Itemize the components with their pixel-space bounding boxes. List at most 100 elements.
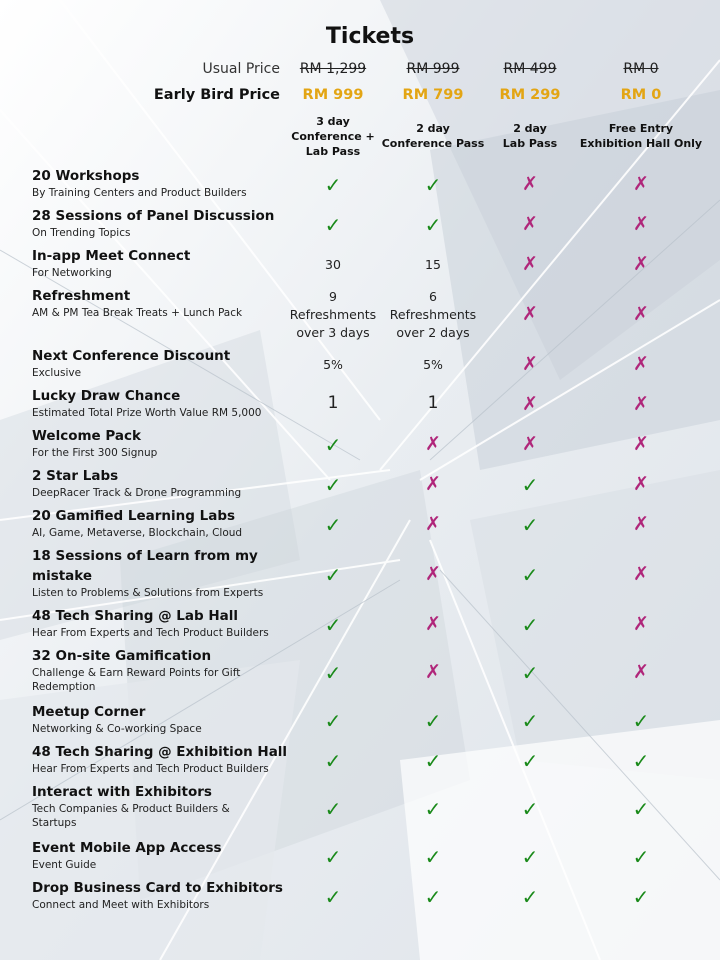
- feature-row-label: Event Mobile App Access Event Guide: [32, 838, 292, 872]
- check-icon: ✓: [324, 885, 342, 909]
- feature-title: 28 Sessions of Panel Discussion: [32, 208, 275, 224]
- early-bird-price-4: RM 0: [620, 87, 662, 103]
- ticket-tier-name-1: 3 day Conference + Lab Pass: [263, 114, 403, 159]
- check-icon: ✓: [424, 749, 442, 773]
- check-icon: ✓: [632, 885, 650, 909]
- check-icon: ✓: [521, 885, 539, 909]
- check-icon: ✓: [324, 661, 342, 685]
- feature-row-label: 48 Tech Sharing @ Lab Hall Hear From Expe…: [32, 606, 292, 640]
- feature-value: 5%: [273, 356, 393, 374]
- check-icon: ✓: [521, 563, 539, 587]
- feature-value-line: 5%: [423, 357, 443, 372]
- feature-value: 15: [373, 256, 493, 274]
- cross-icon: ✗: [425, 661, 441, 683]
- check-icon: ✓: [424, 709, 442, 733]
- feature-subtitle: Exclusive: [32, 367, 82, 379]
- check-icon: ✓: [324, 797, 342, 821]
- cross-icon: ✗: [633, 173, 649, 195]
- cross-icon: ✗: [633, 303, 649, 325]
- check-icon: ✓: [424, 173, 442, 197]
- feature-value-line: 15: [425, 257, 441, 272]
- feature-title: 48 Tech Sharing @ Lab Hall: [32, 608, 239, 624]
- feature-title: Next Conference Discount: [32, 348, 231, 364]
- check-icon: ✓: [424, 213, 442, 237]
- feature-title: Meetup Corner: [32, 704, 146, 720]
- cross-icon: ✗: [425, 563, 441, 585]
- tier-name-line: Conference Pass: [381, 137, 485, 150]
- feature-value: 1: [373, 394, 493, 412]
- feature-value-line: Refreshments: [289, 307, 377, 322]
- feature-row-label: 2 Star Labs DeepRacer Track & Drone Progr…: [32, 466, 292, 500]
- cross-icon: ✗: [633, 473, 649, 495]
- tier-name-line: 2 day: [513, 122, 547, 135]
- early-bird-price-1: RM 999: [302, 87, 364, 103]
- cross-icon: ✗: [425, 613, 441, 635]
- cross-icon: ✗: [522, 433, 538, 455]
- feature-subtitle: Hear From Experts and Tech Product Build…: [32, 763, 269, 775]
- feature-title: 20 Gamified Learning Labs: [32, 508, 236, 524]
- cross-icon: ✗: [633, 393, 649, 415]
- check-icon: ✓: [521, 613, 539, 637]
- check-icon: ✓: [324, 749, 342, 773]
- tier-name-line: Free Entry: [608, 122, 674, 135]
- feature-value-line: over 2 days: [396, 325, 470, 340]
- feature-value: 9 Refreshments over 3 days: [273, 288, 393, 342]
- tier-name-line: 3 day: [316, 115, 350, 128]
- feature-title: Drop Business Card to Exhibitors: [32, 880, 283, 896]
- feature-value-line: 5%: [323, 357, 343, 372]
- feature-title: mistake: [32, 568, 93, 584]
- feature-row-label: 32 On-site Gamification Challenge & Earn …: [32, 646, 292, 694]
- feature-row-label: Refreshment AM & PM Tea Break Treats + Lu…: [32, 286, 292, 320]
- feature-title: 18 Sessions of Learn from my: [32, 548, 258, 564]
- feature-title: Welcome Pack: [32, 428, 142, 444]
- cross-icon: ✗: [633, 433, 649, 455]
- usual-price-1: RM 1,299: [299, 61, 367, 77]
- check-icon: ✓: [424, 797, 442, 821]
- feature-value-line: 1: [327, 393, 339, 413]
- feature-title: Interact with Exhibitors: [32, 784, 212, 800]
- feature-value-line: 30: [325, 257, 341, 272]
- feature-row-label: 20 Workshops By Training Centers and Prod…: [32, 166, 292, 200]
- feature-subtitle: Redemption: [32, 681, 96, 693]
- feature-subtitle: Connect and Meet with Exhibitors: [32, 899, 210, 911]
- feature-value-line: 1: [427, 393, 439, 413]
- feature-subtitle: Listen to Problems & Solutions from Expe…: [32, 587, 264, 599]
- feature-row-label: Lucky Draw Chance Estimated Total Prize W…: [32, 386, 292, 420]
- ticket-tier-name-4: Free Entry Exhibition Hall Only: [571, 121, 711, 151]
- check-icon: ✓: [324, 213, 342, 237]
- feature-subtitle: AI, Game, Metaverse, Blockchain, Cloud: [32, 527, 243, 539]
- feature-subtitle: For the First 300 Signup: [32, 447, 158, 459]
- feature-row-label: Interact with Exhibitors Tech Companies &…: [32, 782, 292, 830]
- feature-title: Lucky Draw Chance: [32, 388, 181, 404]
- feature-value: 5%: [373, 356, 493, 374]
- feature-subtitle: Tech Companies & Product Builders &: [32, 803, 230, 815]
- tier-name-line: Exhibition Hall Only: [579, 137, 703, 150]
- feature-row-label: 28 Sessions of Panel Discussion On Trendi…: [32, 206, 292, 240]
- feature-value: 30: [273, 256, 393, 274]
- feature-subtitle: AM & PM Tea Break Treats + Lunch Pack: [32, 307, 243, 319]
- feature-title: Event Mobile App Access: [32, 840, 222, 856]
- ticket-tier-name-2: 2 day Conference Pass: [363, 121, 503, 151]
- early-bird-price-label: Early Bird Price: [153, 87, 280, 103]
- feature-row-label: 48 Tech Sharing @ Exhibition Hall Hear Fr…: [32, 742, 292, 776]
- feature-value: 1: [273, 394, 393, 412]
- feature-title: 2 Star Labs: [32, 468, 119, 484]
- cross-icon: ✗: [633, 213, 649, 235]
- feature-subtitle: For Networking: [32, 267, 112, 279]
- cross-icon: ✗: [633, 563, 649, 585]
- check-icon: ✓: [521, 845, 539, 869]
- check-icon: ✓: [632, 797, 650, 821]
- check-icon: ✓: [324, 563, 342, 587]
- check-icon: ✓: [324, 709, 342, 733]
- feature-subtitle: Startups: [32, 817, 77, 829]
- feature-title: 48 Tech Sharing @ Exhibition Hall: [32, 744, 288, 760]
- cross-icon: ✗: [425, 433, 441, 455]
- feature-title: Refreshment: [32, 288, 131, 304]
- cross-icon: ✗: [522, 303, 538, 325]
- feature-title: 20 Workshops: [32, 168, 140, 184]
- check-icon: ✓: [521, 797, 539, 821]
- feature-row-label: Meetup Corner Networking & Co-working Spa…: [32, 702, 292, 736]
- check-icon: ✓: [324, 433, 342, 457]
- feature-row-label: 20 Gamified Learning Labs AI, Game, Metav…: [32, 506, 292, 540]
